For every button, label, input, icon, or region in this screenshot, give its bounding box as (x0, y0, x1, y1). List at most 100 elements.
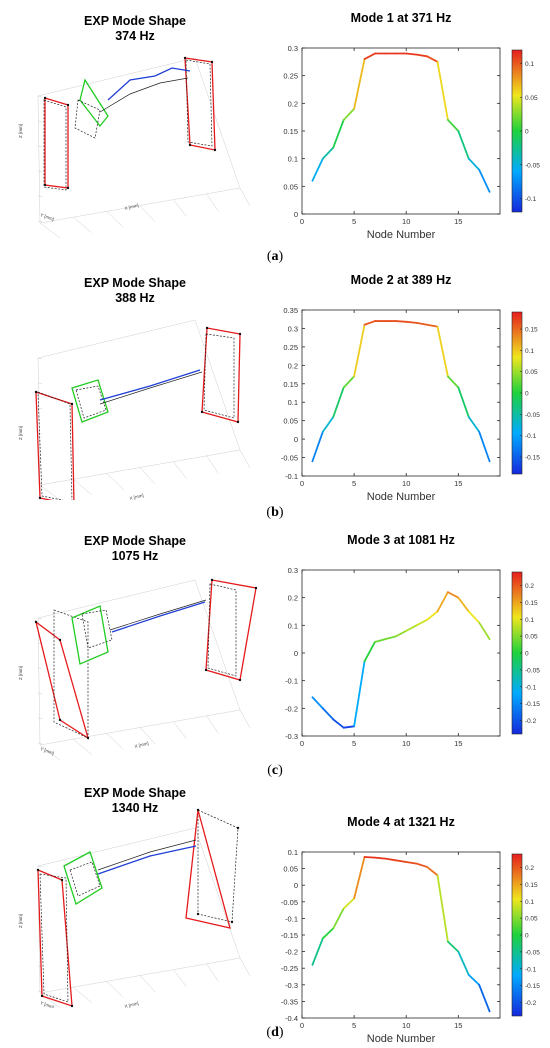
data-segment (457, 596, 470, 613)
grid-line (173, 721, 187, 739)
y-tick-label: 0.25 (283, 343, 298, 352)
data-point (353, 376, 355, 377)
data-segment (353, 58, 366, 110)
beam (99, 369, 201, 401)
caption-c: (c) (267, 763, 283, 778)
colorbar-tick-label: 0.1 (525, 348, 534, 355)
data-point (447, 376, 449, 377)
colorbar-tick-label: 0.15 (525, 600, 538, 607)
colorbar-tick-label: 0.05 (525, 634, 538, 641)
data-point (468, 611, 470, 612)
node-marker (213, 148, 217, 152)
data-point (343, 119, 345, 121)
plot-area (301, 47, 501, 215)
data-point (468, 158, 470, 160)
center-frame (63, 851, 103, 905)
data-point (364, 660, 365, 662)
colorbar-tick-label: -0.1 (525, 433, 537, 440)
x-axis-label: X [mm] (134, 741, 149, 749)
y-tick-label: 0.3 (288, 566, 298, 575)
grid-line (206, 963, 219, 982)
y-tick-label: 0.2 (288, 99, 298, 108)
exp-3d-plot: Z [mm] X [mm] Y [mm] (18, 578, 258, 760)
z-tick (37, 717, 43, 720)
x-tick-label: 5 (352, 739, 356, 748)
data-segment (321, 927, 335, 940)
mode-chart: Mode 2 at 389 Hz-0.1-0.0500.050.10.150.2… (281, 273, 540, 502)
y-tick-label: 0.05 (283, 182, 298, 191)
data-segment (446, 591, 460, 599)
x-axis-label: X [mm] (124, 203, 139, 211)
data-point (405, 53, 407, 54)
data-point (447, 591, 449, 593)
node-marker (34, 390, 38, 394)
y-tick-label: -0.25 (281, 964, 298, 973)
data-point (437, 874, 438, 876)
z-tick (37, 742, 43, 745)
data-point (322, 158, 324, 160)
data-point (332, 147, 334, 149)
data-point (437, 611, 438, 612)
data-point (457, 130, 459, 132)
data-point (416, 624, 418, 626)
panel-d: EXP Mode Shape 1340 Hz Z [mm] X [mm] Y [mm… (0, 786, 550, 1048)
grid-line (139, 727, 156, 745)
data-point (489, 638, 490, 640)
grid-line (106, 981, 124, 998)
colorbar-tick-label: -0.05 (525, 949, 540, 956)
data-segment (478, 983, 491, 1013)
mode-chart: Mode 4 at 1321 Hz-0.4-0.35-0.3-0.25-0.2-… (281, 815, 540, 1044)
node-marker (36, 868, 40, 872)
x-tick-label: 5 (352, 1021, 356, 1030)
grid-line (173, 199, 187, 217)
beam-undeformed (109, 599, 207, 631)
center-frame-undeformed (75, 385, 107, 419)
data-segment (394, 320, 408, 323)
y-tick-label: 0 (294, 881, 298, 890)
left-frame (34, 620, 90, 740)
center-frame (79, 78, 109, 128)
data-segment (467, 416, 481, 433)
colorbar-tick-label: 0 (525, 651, 529, 658)
node-marker (86, 736, 90, 740)
grid-line (73, 216, 92, 233)
grid-line (39, 222, 61, 238)
node-marker (205, 326, 209, 330)
y-tick-label: 0.3 (288, 324, 298, 333)
data-point (332, 719, 334, 720)
x-tick-label: 5 (352, 217, 356, 226)
axes-grid (37, 319, 251, 500)
data-point (353, 108, 355, 110)
x-tick-label: 0 (300, 217, 304, 226)
beam (97, 845, 197, 875)
data-point (416, 54, 418, 56)
data-segment (436, 874, 449, 943)
node-marker (70, 1004, 74, 1008)
node-marker (43, 96, 47, 100)
data-segment (457, 130, 470, 160)
data-point (447, 119, 449, 121)
z-axis-label: Z [mm] (18, 666, 23, 680)
y-tick-label: 0.2 (288, 361, 298, 370)
y-tick-label: -0.2 (285, 704, 298, 713)
grid-line (206, 193, 219, 212)
data-segment (384, 635, 397, 641)
colorbar-tick-label: 0.05 (525, 95, 538, 102)
data-segment (478, 430, 491, 463)
data-point (384, 320, 386, 322)
node-marker (40, 994, 44, 998)
colorbar-tick-label: 0.1 (525, 61, 534, 68)
data-point (374, 320, 376, 322)
node-marker (34, 620, 38, 624)
x-tick-label: 0 (300, 1021, 304, 1030)
caption-letter: a (271, 249, 279, 264)
colorbar-tick-label: -0.05 (525, 412, 540, 419)
y-axis-label: Y [mm] (40, 212, 55, 222)
x-tick-label: 5 (352, 479, 356, 488)
data-segment (363, 52, 376, 60)
center-frame-undeformed (69, 861, 101, 897)
grid-line (239, 957, 251, 977)
colorbar-tick-label: 0.1 (525, 617, 534, 624)
x-tick-label: 15 (454, 217, 462, 226)
y-tick-label: 0.1 (288, 398, 298, 407)
